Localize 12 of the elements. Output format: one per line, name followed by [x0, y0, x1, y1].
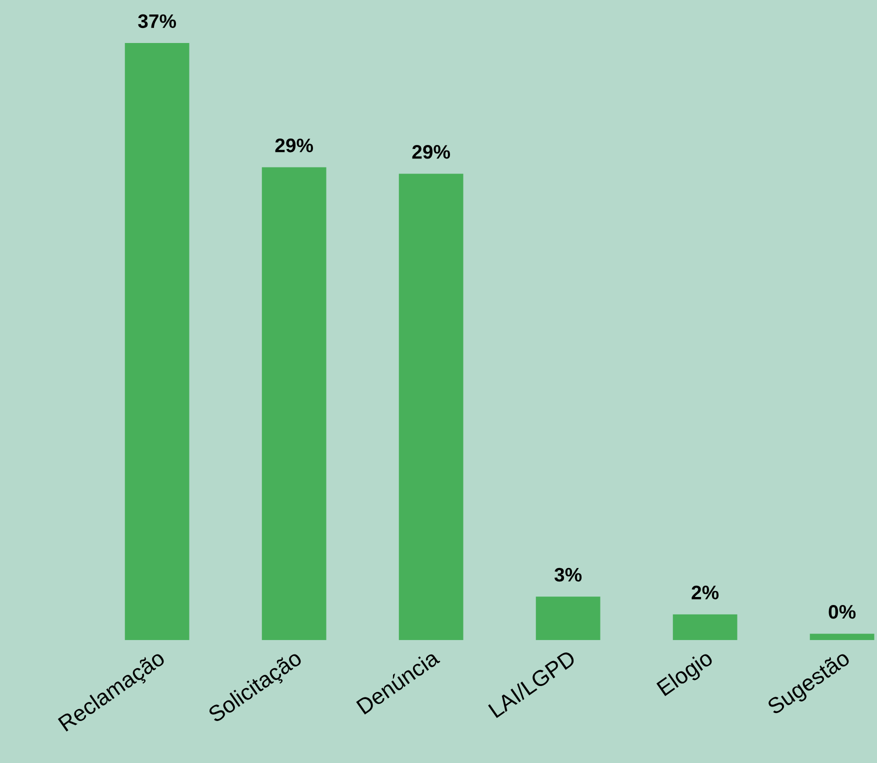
data-label: 29% — [412, 145, 450, 159]
data-label: 3% — [554, 568, 582, 582]
data-label: 29% — [275, 138, 314, 152]
bar — [536, 596, 600, 640]
bar — [672, 614, 738, 640]
data-label: 37% — [138, 14, 176, 28]
data-label: 2% — [692, 586, 719, 600]
bar — [398, 174, 464, 640]
bar — [262, 167, 326, 640]
bar — [810, 634, 874, 640]
data-label: 0% — [828, 604, 856, 619]
bar — [124, 42, 190, 640]
